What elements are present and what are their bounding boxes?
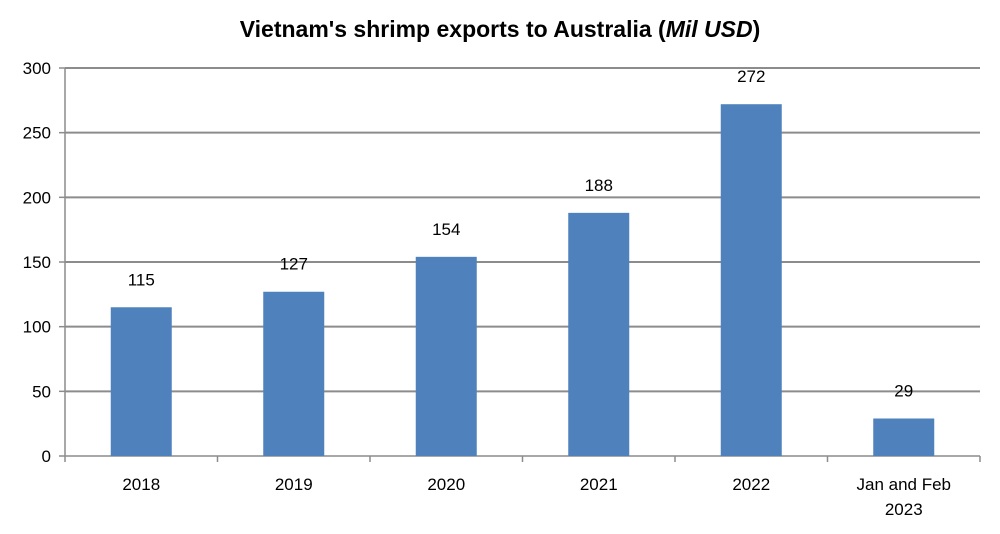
chart-title: Vietnam's shrimp exports to Australia (M… — [240, 16, 761, 42]
axes — [59, 67, 981, 462]
bar — [568, 212, 630, 456]
bar — [415, 256, 477, 456]
y-tick-label: 0 — [42, 447, 51, 466]
data-labels: 115 127 154 188 272 29 — [128, 67, 914, 400]
y-tick-label: 300 — [23, 59, 51, 78]
x-tick-labels: 2018 2019 2020 2021 2022 Jan and Feb 2023 — [122, 475, 951, 519]
chart-title-main: Vietnam's shrimp exports to Australia ( — [240, 16, 666, 42]
data-label: 188 — [585, 176, 613, 195]
y-tick-label: 50 — [32, 382, 51, 401]
gridlines — [65, 67, 980, 393]
bars — [110, 104, 935, 457]
y-tick-label: 200 — [23, 188, 51, 207]
x-tick-label: 2020 — [427, 475, 465, 494]
y-tick-label: 100 — [23, 318, 51, 337]
x-tick-label: 2021 — [580, 475, 618, 494]
data-label: 272 — [737, 67, 765, 86]
data-label: 127 — [280, 255, 308, 274]
x-tick-label: Jan and Feb — [856, 475, 951, 494]
y-tick-labels: 0 50 100 150 200 250 300 — [23, 59, 51, 466]
bar — [720, 104, 782, 457]
y-tick-label: 250 — [23, 124, 51, 143]
bar — [263, 291, 325, 456]
chart-title-unit: Mil USD — [666, 16, 753, 42]
x-tick-label: 2022 — [732, 475, 770, 494]
data-label: 154 — [432, 220, 460, 239]
bar — [873, 418, 935, 456]
x-tick-label: 2019 — [275, 475, 313, 494]
chart-title-suffix: ) — [753, 16, 761, 42]
y-tick-label: 150 — [23, 253, 51, 272]
x-tick-label: 2018 — [122, 475, 160, 494]
data-label: 29 — [894, 381, 913, 400]
bar — [110, 307, 172, 456]
data-label: 115 — [128, 270, 155, 289]
x-tick-label: 2023 — [885, 500, 923, 519]
